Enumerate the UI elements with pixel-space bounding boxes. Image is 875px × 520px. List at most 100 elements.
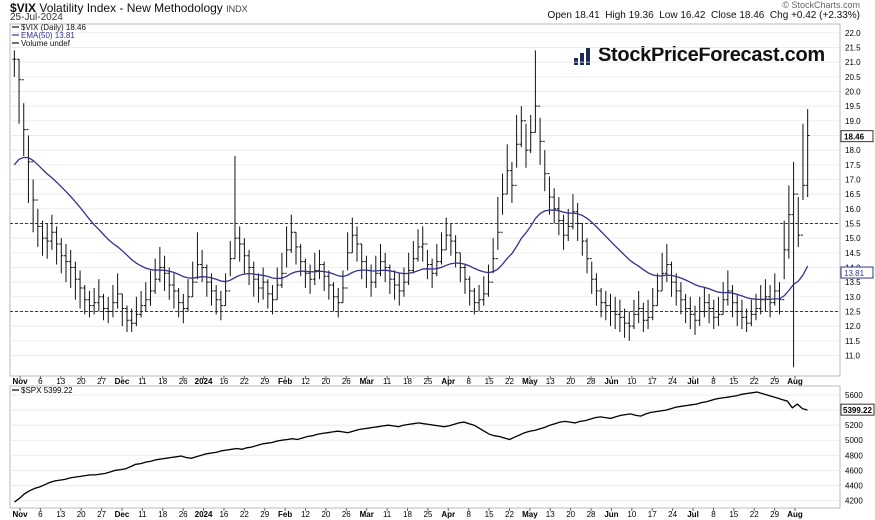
ema-line <box>13 156 809 301</box>
x-tick-label: Apr <box>441 510 455 519</box>
low-value: 16.42 <box>680 10 706 21</box>
x-tick-label: 25 <box>423 510 432 519</box>
x-tick-label: 25 <box>423 377 432 386</box>
x-tick-label: 6 <box>38 510 43 519</box>
spx-last-value-tag <box>840 403 875 416</box>
spx-y-tick-label: 5600 <box>845 391 863 400</box>
x-tick-label: 10 <box>627 377 636 386</box>
spx-y-tick-label: 4400 <box>845 481 863 490</box>
chart-date: 25-Jul-2024 <box>10 12 63 23</box>
x-axis-bottom: Nov 6 13 20 27 Dec 11 18 26 2024 16 22 29 Feb 12 20 26 Ma… <box>12 508 803 519</box>
x-tick-label: 8 <box>711 377 716 386</box>
x-tick-label: Mar <box>360 510 374 519</box>
x-tick-label: 15 <box>729 377 738 386</box>
y-tick-label: 18.0 <box>845 146 861 155</box>
x-tick-label: 22 <box>240 377 249 386</box>
legend-label: $SPX 5399.22 <box>21 386 73 395</box>
ema-value-label: 13.81 <box>844 269 865 278</box>
open-label: Open <box>547 10 572 21</box>
vix-ohlc-bars <box>12 50 810 368</box>
y-tick-label: 17.0 <box>845 175 861 184</box>
x-tick-label: 12 <box>301 377 310 386</box>
y-tick-label: 22.0 <box>845 29 861 38</box>
spx-last-value-label: 5399.22 <box>843 406 872 415</box>
main-y-axis: 11.011.512.012.513.013.514.014.515.015.5… <box>840 29 874 360</box>
x-tick-label: 13 <box>56 510 65 519</box>
x-tick-label: 12 <box>301 510 310 519</box>
x-tick-label: Jul <box>687 377 699 386</box>
brand-logo-icon <box>574 48 590 65</box>
x-tick-label: 10 <box>627 510 636 519</box>
x-tick-label: 27 <box>97 377 106 386</box>
x-tick-label: 20 <box>566 377 575 386</box>
x-tick-label: 16 <box>219 510 228 519</box>
high-label: High <box>605 10 626 21</box>
index-name: Volatility Index - New Methodology <box>39 1 223 15</box>
symbol: $VIX <box>10 1 37 15</box>
spx-y-axis: 420044004600480050005200540056005399.22 <box>840 391 875 505</box>
x-tick-label: 15 <box>485 377 494 386</box>
y-tick-label: 16.0 <box>845 205 861 214</box>
x-tick-label: 11 <box>138 377 147 386</box>
x-tick-label: 26 <box>342 377 351 386</box>
y-tick-label: 20.5 <box>845 73 861 82</box>
y-tick-label: 17.5 <box>845 161 861 170</box>
x-tick-label: 20 <box>321 377 330 386</box>
y-tick-label: 21.0 <box>845 58 861 67</box>
y-tick-label: 14.5 <box>845 249 861 258</box>
y-tick-label: 20.0 <box>845 87 861 96</box>
x-axis-top: Nov 6 13 20 27 Dec 11 18 26 2024 16 22 29 Feb 12 20 26 Ma… <box>12 376 803 386</box>
exchange: INDX <box>226 4 248 14</box>
y-tick-label: 19.0 <box>845 117 861 126</box>
spx-legend: $SPX 5399.22 <box>12 386 73 395</box>
x-tick-label: 24 <box>668 510 677 519</box>
x-tick-label: 6 <box>38 377 43 386</box>
x-tick-label: 29 <box>260 377 269 386</box>
x-tick-label: 2024 <box>195 377 213 386</box>
chg-label: Chg <box>769 10 789 21</box>
x-tick-label: 26 <box>179 510 188 519</box>
x-tick-label: 11 <box>383 510 392 519</box>
x-tick-label: 22 <box>240 510 249 519</box>
copyright: © StockCharts.com <box>782 0 860 10</box>
close-label: Close <box>710 10 737 21</box>
x-tick-label: 13 <box>546 377 555 386</box>
x-tick-label: 8 <box>466 377 471 386</box>
main-panel-frame <box>9 23 841 377</box>
x-tick-label: 17 <box>648 377 657 386</box>
x-tick-label: 13 <box>546 510 555 519</box>
x-tick-label: Apr <box>441 377 455 386</box>
x-tick-label: 18 <box>158 510 167 519</box>
spx-y-tick-label: 4200 <box>845 496 863 505</box>
x-tick-label: 29 <box>770 510 779 519</box>
y-tick-label: 19.5 <box>845 102 861 111</box>
x-tick-label: 22 <box>505 510 514 519</box>
main-grid <box>10 32 840 356</box>
x-tick-label: 8 <box>711 510 716 519</box>
x-tick-label: Feb <box>278 510 292 519</box>
x-tick-label: 28 <box>587 510 596 519</box>
x-tick-label: 11 <box>138 510 147 519</box>
x-tick-label: 15 <box>729 510 738 519</box>
x-tick-label: Jun <box>604 510 618 519</box>
y-tick-label: 15.5 <box>845 219 861 228</box>
y-tick-label: 15.0 <box>845 234 861 243</box>
x-tick-label: Dec <box>115 377 130 386</box>
x-tick-label: 18 <box>158 377 167 386</box>
legend-label: $VIX (Daily) 18.46 <box>21 23 86 32</box>
ema-value-tag <box>840 266 874 279</box>
x-tick-label: 20 <box>77 377 86 386</box>
x-tick-label: 18 <box>403 510 412 519</box>
brand-watermark: StockPriceForecast.com <box>598 44 825 66</box>
legend-label: Volume undef <box>21 39 71 48</box>
x-tick-label: 20 <box>321 510 330 519</box>
x-tick-label: 15 <box>485 510 494 519</box>
spx-y-tick-label: 5200 <box>845 421 863 430</box>
x-tick-label: 29 <box>770 377 779 386</box>
x-tick-label: 2024 <box>195 510 213 519</box>
y-tick-label: 12.5 <box>845 307 861 316</box>
x-tick-label: 26 <box>179 377 188 386</box>
high-value: 19.36 <box>628 10 654 21</box>
